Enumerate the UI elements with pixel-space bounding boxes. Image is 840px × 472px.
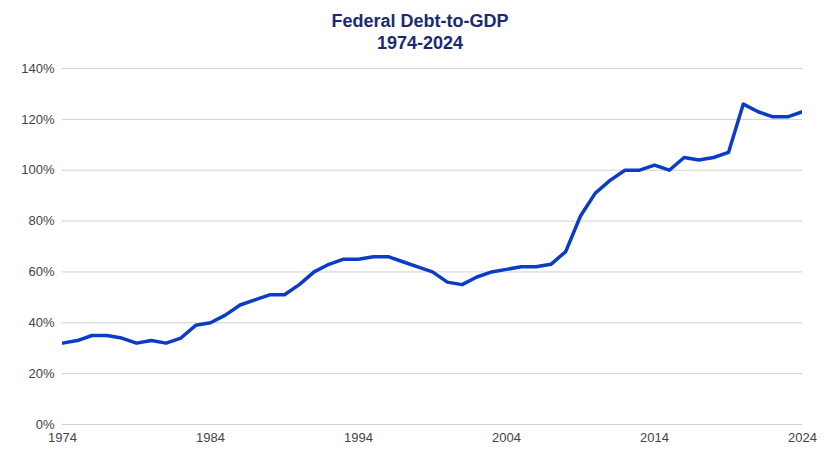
svg-text:20%: 20% [28, 366, 54, 381]
svg-text:0%: 0% [35, 416, 55, 432]
svg-text:2004: 2004 [492, 430, 521, 445]
svg-text:2014: 2014 [640, 430, 669, 445]
html-text:Federal Debt-to-GDP: Federal Debt-to-GDP [331, 11, 509, 31]
svg-text:100%: 100% [21, 162, 55, 177]
svg-text:140%: 140% [21, 61, 55, 76]
svg-text:60%: 60% [28, 264, 54, 279]
svg-text:1984: 1984 [196, 430, 225, 445]
svg-text:1974: 1974 [48, 430, 77, 445]
html-text:1974-2024: 1974-2024 [377, 33, 463, 53]
svg-text:120%: 120% [21, 112, 55, 127]
svg-text:80%: 80% [28, 213, 54, 228]
svg-text:40%: 40% [28, 315, 54, 330]
svg-text:1994: 1994 [344, 430, 373, 445]
svg-text:2024: 2024 [788, 430, 817, 445]
